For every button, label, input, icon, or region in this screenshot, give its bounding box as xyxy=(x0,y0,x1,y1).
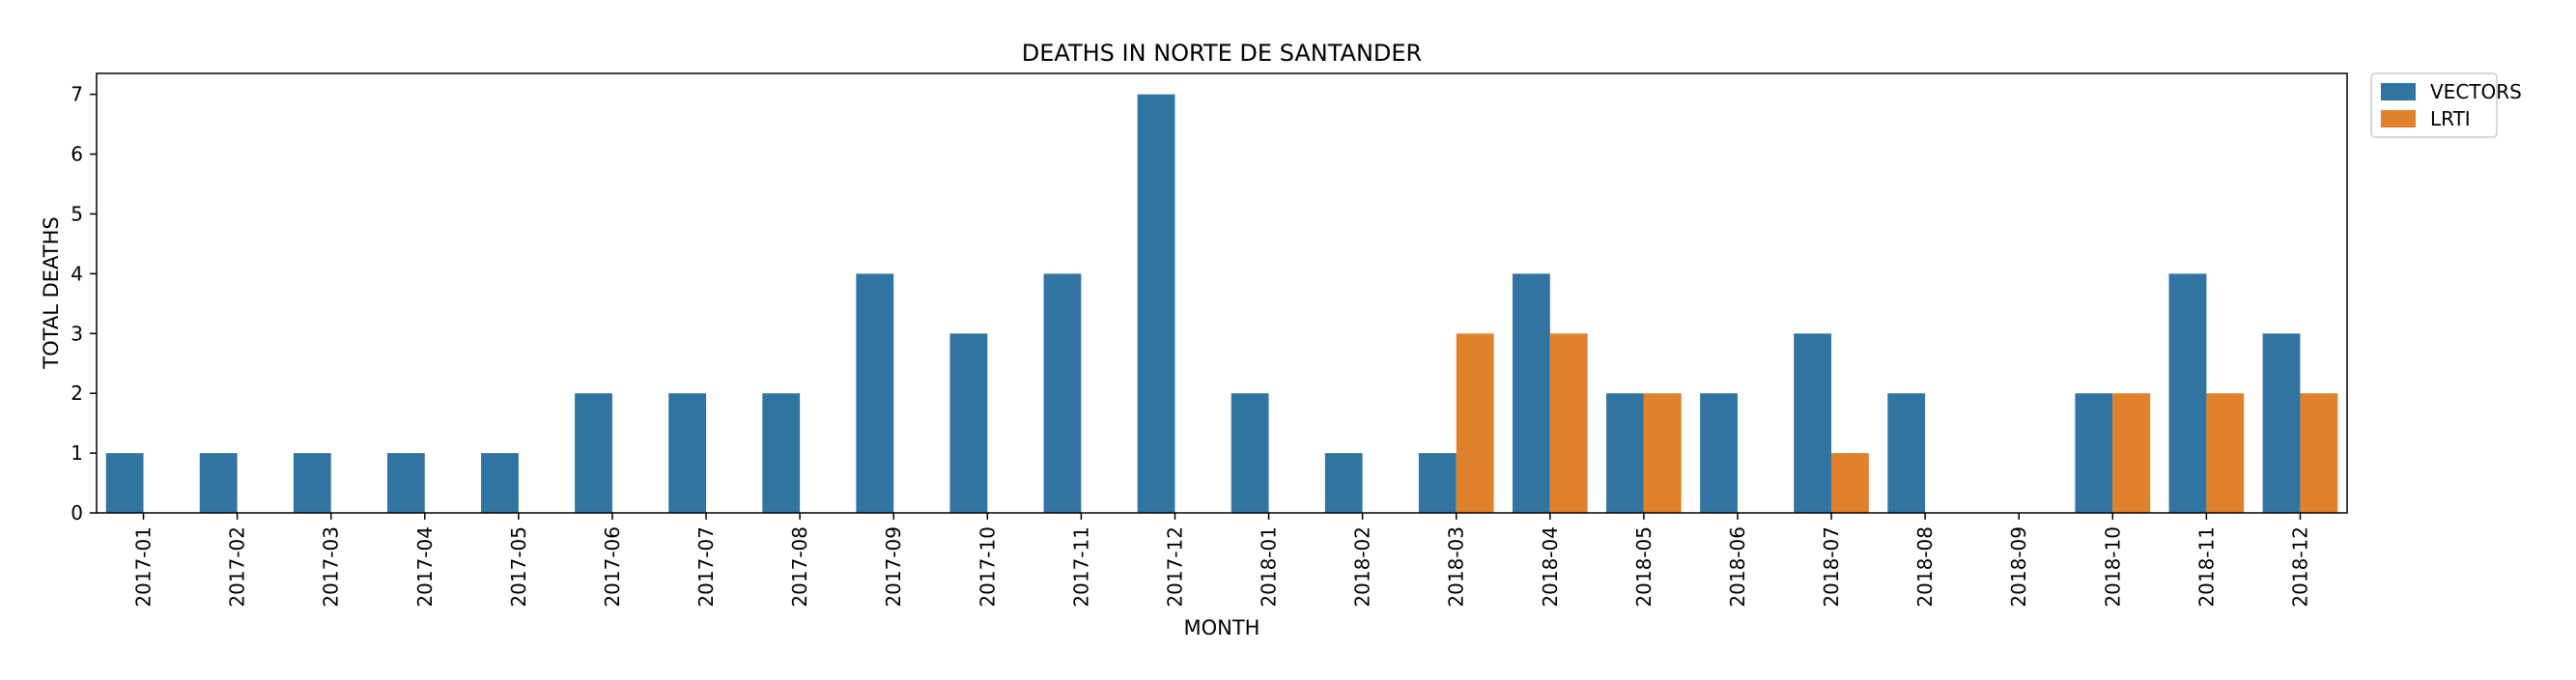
bar-vectors-2017-12 xyxy=(1137,94,1175,514)
x-tick-label: 2017-01 xyxy=(132,526,156,608)
x-axis-title: MONTH xyxy=(1184,616,1260,639)
x-tick-label: 2018-09 xyxy=(2007,526,2030,608)
bar-lrti-2018-05 xyxy=(1643,393,1682,513)
x-tick-label: 2017-09 xyxy=(882,526,905,608)
bar-vectors-2018-10 xyxy=(2075,393,2113,513)
x-tick-label: 2017-03 xyxy=(320,526,343,608)
bar-lrti-2018-12 xyxy=(2300,393,2338,513)
bar-vectors-2018-02 xyxy=(1324,453,1363,513)
legend: VECTORS LRTI xyxy=(2370,72,2522,138)
y-tick-label: 3 xyxy=(71,322,83,345)
bar-vectors-2017-03 xyxy=(293,453,331,513)
chart-title: DEATHS IN NORTE DE SANTANDER xyxy=(1022,40,1422,67)
bar-vectors-2018-12 xyxy=(2262,333,2301,513)
bar-vectors-2017-06 xyxy=(575,393,612,513)
x-tick-label: 2017-07 xyxy=(694,526,718,608)
bar-lrti-2018-04 xyxy=(1549,333,1588,513)
x-tick-label: 2018-04 xyxy=(1539,526,1562,608)
bar-lrti-2018-07 xyxy=(1831,453,1869,513)
x-tick-label: 2018-06 xyxy=(1726,526,1749,608)
legend-items: VECTORS LRTI xyxy=(2381,80,2522,130)
bar-vectors-2018-03 xyxy=(1418,453,1457,513)
x-tick-label: 2017-11 xyxy=(1069,526,1092,608)
y-tick-label: 2 xyxy=(71,382,83,405)
x-tick-label: 2018-07 xyxy=(1820,526,1843,608)
bar-vectors-2017-08 xyxy=(762,393,801,513)
x-tick-label: 2018-02 xyxy=(1351,526,1374,608)
x-tick-label: 2017-02 xyxy=(226,526,249,608)
x-tick-label: 2017-04 xyxy=(413,526,437,608)
bar-vectors-2018-11 xyxy=(2168,273,2207,513)
y-tick-label: 1 xyxy=(71,441,83,465)
x-tick-label: 2018-01 xyxy=(1258,526,1281,608)
bar-vectors-2018-08 xyxy=(1887,393,1926,513)
legend-label-lrti: LRTI xyxy=(2430,107,2471,130)
bar-vectors-2017-01 xyxy=(105,453,144,513)
x-tick-label: 2018-03 xyxy=(1445,526,1468,608)
y-tick-label: 4 xyxy=(71,262,83,285)
bar-vectors-2018-06 xyxy=(1700,393,1738,513)
x-tick-label: 2018-11 xyxy=(2194,526,2218,608)
y-tick-label: 5 xyxy=(71,202,83,225)
bar-lrti-2018-11 xyxy=(2206,393,2245,513)
bar-vectors-2018-07 xyxy=(1794,333,1832,513)
x-tick-label: 2017-08 xyxy=(788,526,811,608)
bars xyxy=(105,94,2338,514)
y-tick-label: 0 xyxy=(71,501,83,524)
bar-vectors-2017-09 xyxy=(856,273,894,513)
y-axis-title: TOTAL DEATHS xyxy=(40,216,63,369)
x-tick-label: 2017-05 xyxy=(507,526,530,608)
x-tick-label: 2018-12 xyxy=(2288,526,2311,608)
bar-vectors-2017-11 xyxy=(1043,273,1082,513)
bar-lrti-2018-03 xyxy=(1456,333,1494,513)
y-tick-label: 6 xyxy=(71,143,83,166)
bar-vectors-2017-07 xyxy=(668,393,707,513)
x-tick-label: 2018-10 xyxy=(2101,526,2124,608)
bar-vectors-2017-05 xyxy=(481,453,519,513)
x-tick-label: 2017-12 xyxy=(1163,526,1186,608)
x-axis: 2017-01 2017-02 2017-03 2017-04 2017-05 2017-… xyxy=(132,513,2311,608)
y-tick-label: 7 xyxy=(71,83,83,106)
legend-label-vectors: VECTORS xyxy=(2430,80,2522,103)
x-tick-label: 2018-05 xyxy=(1632,526,1656,608)
x-tick-label: 2018-08 xyxy=(1913,526,1937,608)
bar-vectors-2017-02 xyxy=(199,453,238,513)
bar-vectors-2017-04 xyxy=(386,453,425,513)
plot-frame xyxy=(96,72,2348,514)
legend-swatch-lrti xyxy=(2381,110,2416,128)
bar-vectors-2017-10 xyxy=(949,333,988,513)
x-tick-label: 2017-10 xyxy=(976,526,999,608)
legend-swatch-vectors xyxy=(2381,83,2416,100)
bar-lrti-2018-10 xyxy=(2112,393,2151,513)
bar-vectors-2018-01 xyxy=(1231,393,1269,513)
bar-vectors-2018-04 xyxy=(1512,273,1550,513)
bar-vectors-2018-05 xyxy=(1606,393,1644,513)
y-axis: 0 1 2 3 4 5 6 7 xyxy=(71,83,97,524)
x-tick-label: 2017-06 xyxy=(601,526,624,608)
